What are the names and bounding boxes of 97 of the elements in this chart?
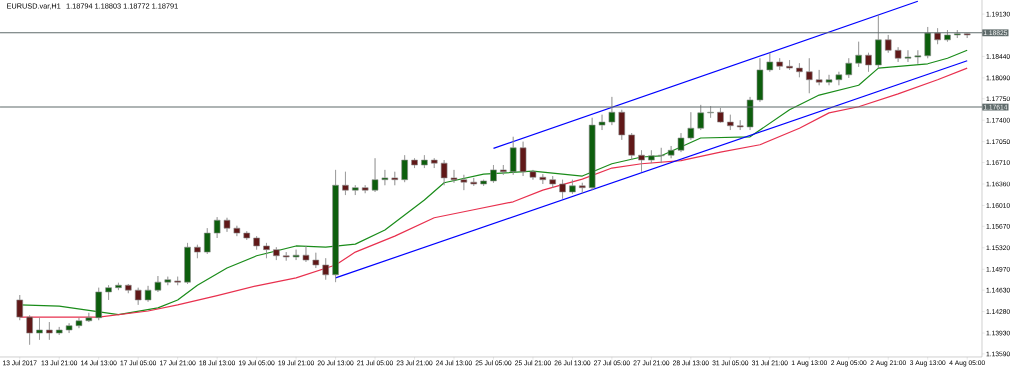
- candlestick: [875, 14, 882, 69]
- candlestick: [371, 157, 379, 193]
- candlestick: [855, 41, 862, 68]
- candlestick: [717, 107, 724, 123]
- candlestick: [352, 184, 359, 196]
- candlestick: [657, 147, 665, 164]
- candlestick: [55, 326, 63, 336]
- candlestick: [273, 246, 280, 261]
- candlestick: [322, 257, 329, 280]
- candlestick: [391, 171, 399, 186]
- candlestick: [470, 177, 477, 187]
- candlestick: [628, 132, 635, 161]
- candlestick: [134, 287, 142, 306]
- candlestick: [954, 29, 961, 39]
- candlestick: [125, 283, 132, 294]
- candlestick: [233, 225, 241, 237]
- candlestick: [154, 275, 162, 293]
- candlestick: [16, 294, 24, 321]
- candlestick: [282, 251, 290, 261]
- candlestick: [302, 245, 310, 263]
- candlestick: [411, 157, 418, 169]
- candlestick: [500, 164, 507, 176]
- candlestick: [766, 52, 774, 73]
- candlestick: [342, 171, 349, 196]
- candlestick: [835, 71, 843, 86]
- candlestick: [450, 169, 458, 184]
- candlestick: [924, 26, 931, 59]
- candlestick: [46, 321, 53, 341]
- candlestick: [865, 52, 872, 73]
- candlestick: [95, 287, 102, 321]
- candlestick: [194, 244, 201, 259]
- candlestick: [490, 164, 497, 184]
- candlestick: [697, 104, 704, 131]
- candlestick: [105, 284, 112, 301]
- candlestick: [786, 59, 793, 71]
- candlestick: [253, 235, 260, 250]
- candlestick: [667, 145, 675, 159]
- candlestick: [549, 175, 556, 188]
- candlestick: [519, 141, 527, 177]
- candlestick: [914, 49, 922, 65]
- candlestick: [332, 169, 339, 283]
- candlestick: [174, 276, 181, 286]
- candlestick: [894, 46, 902, 63]
- candlestick: [184, 242, 191, 285]
- candlestick: [825, 74, 833, 86]
- candlestick: [480, 179, 487, 187]
- candlestick: [539, 173, 547, 185]
- candlestick: [312, 252, 320, 269]
- candlestick: [608, 96, 616, 126]
- candlestick: [65, 322, 73, 334]
- candlestick: [727, 114, 734, 131]
- candlestick: [776, 57, 783, 71]
- candlestick: [292, 249, 300, 261]
- candlestick: [164, 276, 172, 286]
- candlestick: [401, 154, 408, 183]
- candlestick: [569, 179, 576, 195]
- candlestick: [736, 119, 744, 131]
- candlestick: [579, 182, 586, 194]
- candlestick: [115, 282, 122, 291]
- candlestick: [26, 314, 33, 346]
- candlestick: [460, 174, 468, 191]
- candlestick: [361, 184, 369, 194]
- candlestick: [263, 242, 270, 259]
- candlestick: [845, 57, 853, 79]
- candlestick: [421, 154, 428, 169]
- candlestick: [707, 105, 714, 119]
- candlestick: [381, 169, 389, 186]
- candlestick: [431, 157, 438, 169]
- candlestick: [963, 32, 971, 39]
- candlestick: [204, 227, 211, 255]
- candlestick: [223, 217, 231, 233]
- candlestick: [598, 114, 606, 131]
- candlestick: [440, 159, 448, 186]
- candlestick: [75, 317, 83, 329]
- candlestick: [796, 62, 803, 78]
- candlestick: [638, 149, 645, 173]
- candlestick: [904, 49, 912, 63]
- candlestick: [756, 57, 764, 103]
- candlestick: [884, 34, 892, 54]
- candlestick: [746, 96, 754, 131]
- candlestick: [85, 312, 93, 323]
- candlestick: [677, 132, 685, 153]
- candlestick: [529, 169, 537, 181]
- candlestick: [648, 149, 655, 164]
- candlestick: [588, 117, 596, 191]
- candlestick: [687, 111, 695, 141]
- candlestick: [934, 27, 941, 45]
- candlestick: [144, 285, 152, 303]
- candlestick: [618, 109, 626, 141]
- candlestick: [243, 230, 251, 241]
- candlestick: [815, 69, 823, 86]
- candlestick: [213, 216, 221, 239]
- candlestick: [944, 29, 951, 42]
- candlestick: [36, 317, 43, 341]
- candlestick: [559, 179, 566, 200]
- candlestick: [806, 57, 813, 94]
- candlestick: [509, 136, 517, 176]
